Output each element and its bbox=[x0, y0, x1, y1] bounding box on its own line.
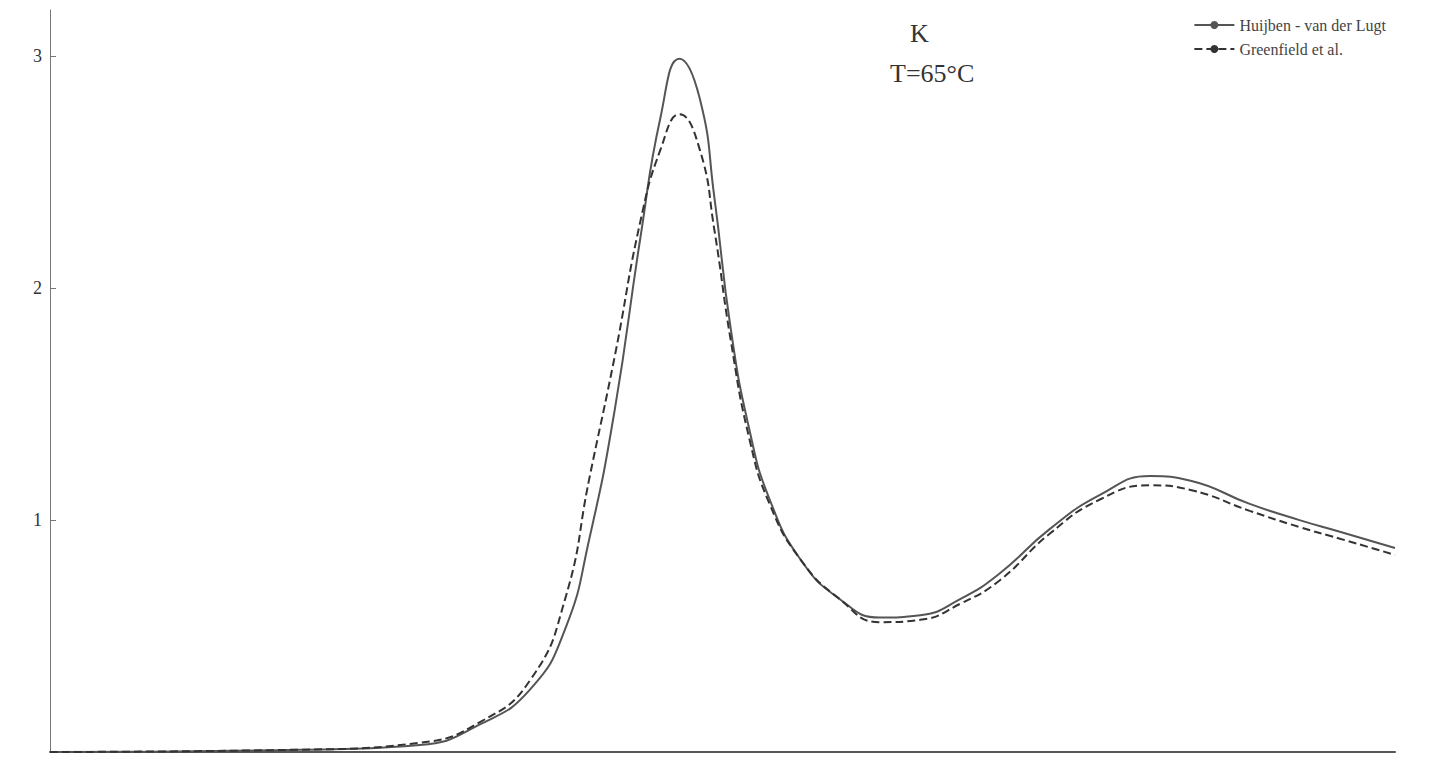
svg-text:1: 1 bbox=[33, 510, 42, 530]
svg-text:Huijben - van der Lugt: Huijben - van der Lugt bbox=[1239, 17, 1386, 35]
svg-text:2: 2 bbox=[33, 278, 42, 298]
svg-text:Greenfield et al.: Greenfield et al. bbox=[1239, 41, 1343, 58]
svg-text:T=65°C: T=65°C bbox=[890, 59, 974, 88]
svg-text:K: K bbox=[910, 19, 929, 48]
svg-text:3: 3 bbox=[33, 46, 42, 66]
